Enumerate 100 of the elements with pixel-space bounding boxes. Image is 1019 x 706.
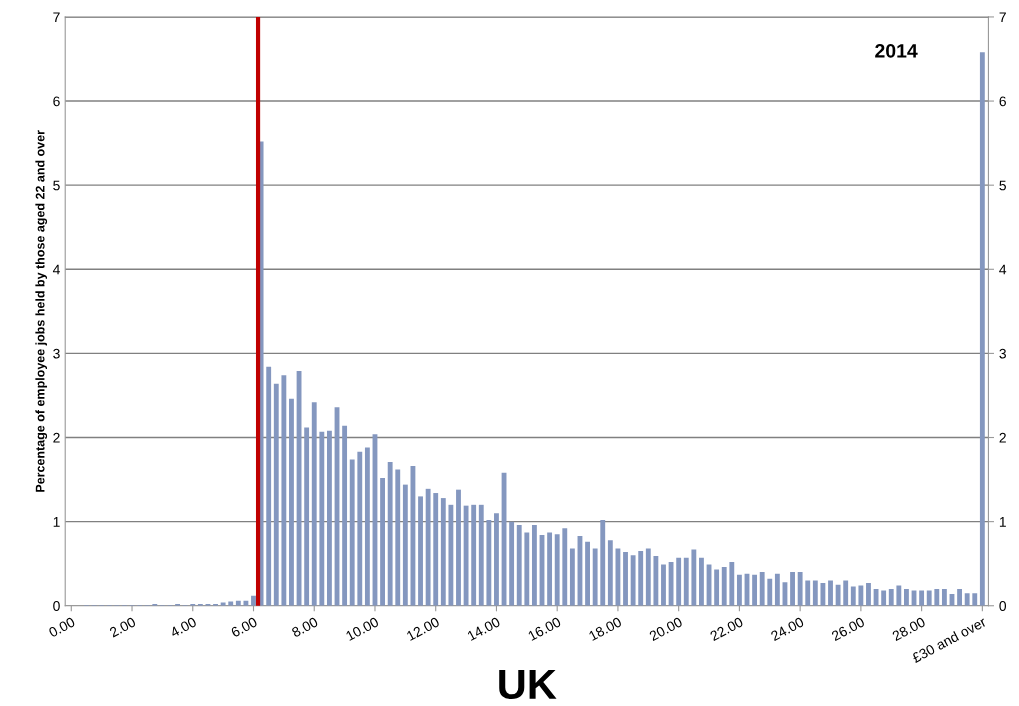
bar	[349, 459, 355, 606]
bar	[554, 534, 560, 606]
bar	[866, 583, 871, 606]
bar	[896, 585, 902, 606]
bar	[904, 588, 909, 606]
bar	[547, 532, 553, 606]
bar	[425, 488, 431, 606]
bar	[699, 557, 704, 606]
bar	[562, 528, 568, 606]
bar	[357, 451, 363, 606]
bar	[691, 549, 697, 606]
y2-tick-label: 1	[999, 517, 1006, 527]
bar	[714, 569, 720, 606]
bar	[440, 498, 446, 606]
bar	[266, 366, 272, 606]
y-axis-title: Percentage of employee jobs held by those aged 22 and over	[35, 130, 48, 492]
bar	[387, 461, 393, 606]
bar	[418, 496, 423, 606]
y-tick-label: 4	[52, 264, 60, 275]
bar	[797, 572, 803, 606]
x-axis-title: UK	[499, 669, 557, 700]
bar	[828, 580, 833, 606]
bar	[835, 584, 841, 606]
bar	[926, 590, 932, 606]
bar	[327, 430, 332, 606]
annotation: 2014	[875, 43, 918, 58]
bar	[623, 551, 628, 606]
x-tick-label: 18.00	[588, 616, 623, 641]
bar	[273, 383, 279, 606]
y2-tick-label: 5	[999, 180, 1006, 191]
bar	[630, 555, 636, 606]
y2-tick-label: 7	[999, 12, 1006, 22]
y-tick-label: 3	[53, 348, 60, 359]
bar	[607, 540, 613, 606]
bar	[858, 585, 864, 606]
bar	[668, 562, 674, 606]
bar	[759, 572, 765, 606]
y2-tick-label: 0	[999, 601, 1007, 611]
bar	[289, 398, 294, 606]
bar	[957, 588, 963, 606]
bar	[729, 562, 735, 606]
x-tick-label: 20.00	[648, 616, 683, 642]
bar	[661, 564, 666, 606]
bar	[569, 548, 575, 606]
bar	[752, 574, 758, 606]
bar	[395, 469, 401, 606]
bar	[790, 572, 795, 606]
bar	[820, 583, 826, 606]
bar	[220, 602, 226, 606]
bar	[600, 519, 606, 606]
x-tick-label: 10.00	[345, 616, 380, 641]
bar	[524, 532, 530, 606]
x-tick-label: 2.00	[108, 616, 137, 638]
bar	[281, 375, 287, 606]
bar	[919, 590, 925, 606]
bar	[941, 588, 947, 606]
bar	[645, 548, 651, 606]
bar	[380, 477, 385, 606]
bar	[592, 548, 598, 606]
bar	[319, 431, 325, 606]
bar	[736, 574, 742, 606]
bar	[402, 484, 408, 606]
y2-tick-label: 3	[999, 348, 1006, 359]
bar	[478, 504, 484, 606]
bar	[676, 557, 682, 606]
y-tick-label: 7	[53, 12, 60, 22]
bar	[653, 556, 659, 606]
x-tick-label: 12.00	[406, 616, 441, 641]
bar	[304, 427, 310, 606]
x-tick-label: 4.00	[169, 616, 198, 638]
y-tick-label: 0	[53, 601, 60, 611]
y2-tick-label: 6	[999, 96, 1006, 107]
bar	[471, 504, 477, 606]
x-tick-label: 8.00	[291, 616, 319, 638]
bar	[721, 567, 727, 606]
bar	[805, 580, 811, 606]
bar	[251, 595, 256, 606]
bar	[843, 580, 849, 606]
bar	[767, 578, 773, 606]
bar	[964, 593, 970, 606]
y-tick-label: 5	[53, 180, 60, 191]
y-tick-label: 2	[53, 432, 60, 443]
y2-tick-label: 4	[999, 264, 1007, 275]
bar	[509, 521, 515, 606]
bar	[888, 588, 894, 606]
bar	[934, 588, 940, 606]
bar	[456, 489, 461, 606]
bar	[638, 551, 644, 606]
x-tick-label: 6.00	[230, 616, 258, 638]
bar	[585, 541, 590, 606]
bar	[683, 557, 689, 606]
bar	[463, 505, 469, 606]
y2-tick-label: 2	[999, 432, 1006, 443]
bar	[486, 519, 492, 606]
bar	[531, 525, 537, 606]
y-tick-label: 1	[53, 517, 60, 527]
bar	[516, 525, 522, 606]
bar	[812, 580, 818, 606]
x-tick-label: 28.00	[891, 616, 926, 642]
x-tick-label: 0.00	[48, 616, 76, 638]
